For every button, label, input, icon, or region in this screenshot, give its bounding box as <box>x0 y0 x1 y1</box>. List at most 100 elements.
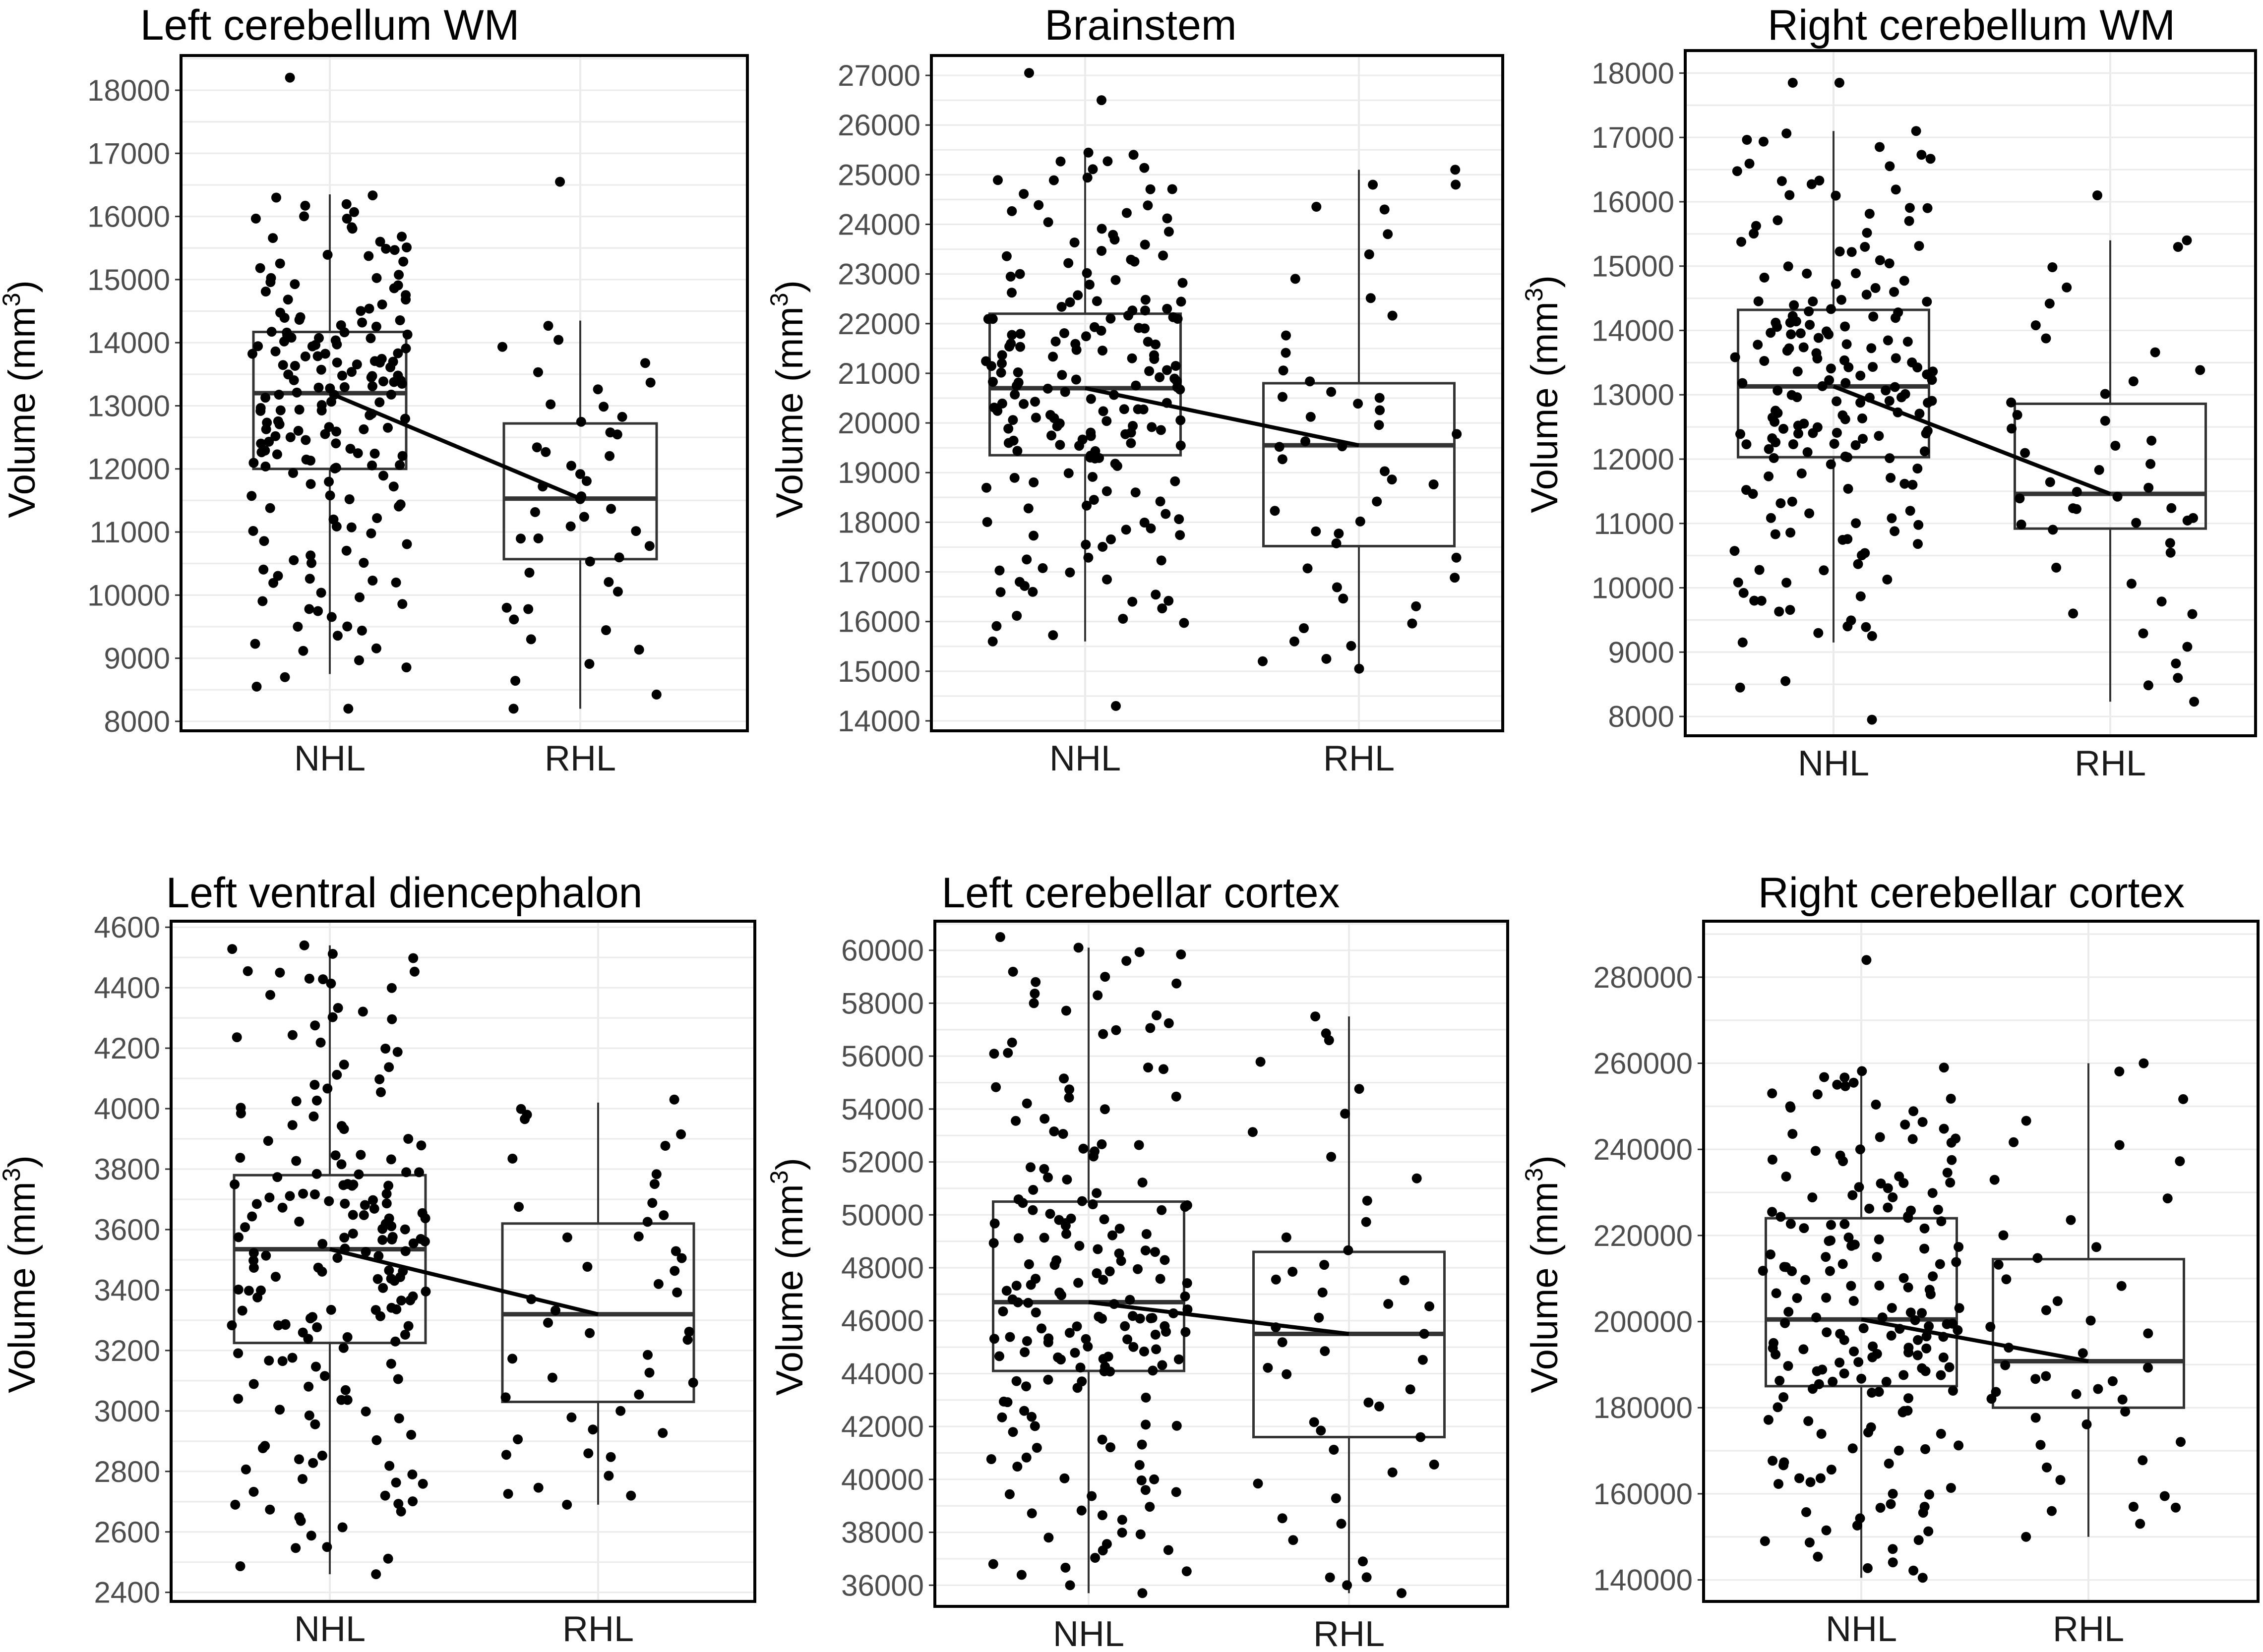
data-point <box>1989 1175 2000 1185</box>
data-point <box>327 948 338 959</box>
data-point <box>290 279 300 290</box>
data-point <box>606 504 616 514</box>
y-tick-label: 140000 <box>1593 1564 1693 1597</box>
data-point <box>1340 1109 1350 1119</box>
y-tick-label: 4000 <box>94 1092 160 1125</box>
data-point <box>1274 442 1284 452</box>
data-point <box>394 270 404 280</box>
data-point <box>500 1392 511 1403</box>
data-point <box>384 1265 394 1276</box>
data-point <box>1016 1570 1027 1580</box>
data-point <box>1904 203 1915 213</box>
data-point <box>1031 977 1041 987</box>
data-point <box>348 1229 358 1239</box>
data-point <box>339 1233 350 1243</box>
data-point <box>1832 427 1842 438</box>
data-point <box>232 1032 242 1043</box>
data-point <box>1783 261 1793 272</box>
data-point <box>306 479 316 489</box>
data-point <box>1013 1233 1024 1243</box>
data-point <box>997 398 1007 409</box>
y-tick-label: 17000 <box>1591 121 1674 154</box>
data-point <box>260 461 271 472</box>
data-point <box>1282 1369 1292 1379</box>
data-point <box>1991 1387 2001 1397</box>
data-point <box>285 432 296 442</box>
data-point <box>2055 1475 2066 1485</box>
data-point <box>278 360 288 370</box>
data-point <box>1277 1337 1287 1348</box>
median-trend-line <box>1088 1300 1349 1336</box>
data-point <box>1019 189 1029 199</box>
data-point <box>1903 1282 1913 1293</box>
data-point <box>1022 1336 1032 1346</box>
data-point <box>268 578 279 588</box>
y-ticks: 14000 15000 16000 17000 18000 19000 20000 21000… <box>838 59 931 738</box>
data-point <box>359 1210 369 1220</box>
data-point <box>1920 1444 1930 1454</box>
y-tick-label: 23000 <box>838 258 920 291</box>
data-point <box>1450 573 1460 583</box>
data-point <box>2162 1193 2173 1204</box>
data-point <box>2114 1140 2125 1150</box>
data-point <box>1149 1474 1160 1484</box>
data-point <box>1005 271 1016 282</box>
y-axis-title: Volume (mm3) <box>765 280 811 518</box>
data-point <box>317 1239 328 1249</box>
data-point <box>248 1486 259 1497</box>
data-point <box>369 448 380 459</box>
data-point <box>1083 552 1094 563</box>
data-point <box>1798 342 1809 353</box>
data-point <box>543 321 553 331</box>
data-point <box>1854 1182 1864 1192</box>
data-point <box>294 1512 305 1523</box>
data-point <box>2156 596 2167 607</box>
data-point <box>1324 1035 1334 1046</box>
data-point <box>1140 295 1151 305</box>
data-point <box>1097 224 1107 234</box>
data-point <box>997 350 1007 360</box>
data-point <box>1030 1421 1040 1431</box>
data-point <box>670 1266 680 1276</box>
data-point <box>349 207 359 217</box>
data-point <box>1135 1529 1146 1539</box>
data-point <box>1383 229 1393 239</box>
data-point <box>401 662 412 673</box>
data-point <box>1030 989 1040 999</box>
data-point <box>1951 1133 1961 1144</box>
data-point <box>1874 1234 1884 1244</box>
data-point <box>1374 1401 1384 1412</box>
data-point <box>1247 1127 1258 1137</box>
data-point <box>313 606 323 616</box>
data-point <box>2107 1376 2118 1386</box>
data-point <box>1155 372 1165 382</box>
data-point <box>1048 175 1059 185</box>
data-point <box>1799 1223 1809 1234</box>
data-point <box>1122 1334 1133 1345</box>
data-point <box>2128 376 2139 387</box>
data-point <box>272 1172 283 1182</box>
data-point <box>1111 701 1121 711</box>
data-point <box>372 1274 383 1284</box>
y-tick-label: 26000 <box>838 109 920 142</box>
data-point <box>1007 206 1017 216</box>
data-point <box>1866 343 1877 354</box>
data-point <box>497 342 507 352</box>
data-point <box>1851 268 1861 279</box>
data-point <box>1946 1483 1956 1493</box>
data-point <box>1089 495 1099 505</box>
y-tick-label: 220000 <box>1593 1219 1693 1252</box>
y-tick-label: 22000 <box>838 307 920 341</box>
median-trend-line <box>329 391 581 501</box>
data-point <box>1171 1487 1181 1497</box>
data-point <box>2175 1156 2185 1167</box>
data-point <box>1849 1239 1860 1250</box>
data-point <box>270 1272 281 1282</box>
data-point <box>2051 562 2062 573</box>
data-point <box>565 521 576 531</box>
data-point <box>1737 378 1748 388</box>
data-point <box>1802 268 1812 279</box>
data-point <box>1072 1321 1082 1332</box>
data-point <box>378 1283 388 1293</box>
data-point <box>2110 441 2121 451</box>
